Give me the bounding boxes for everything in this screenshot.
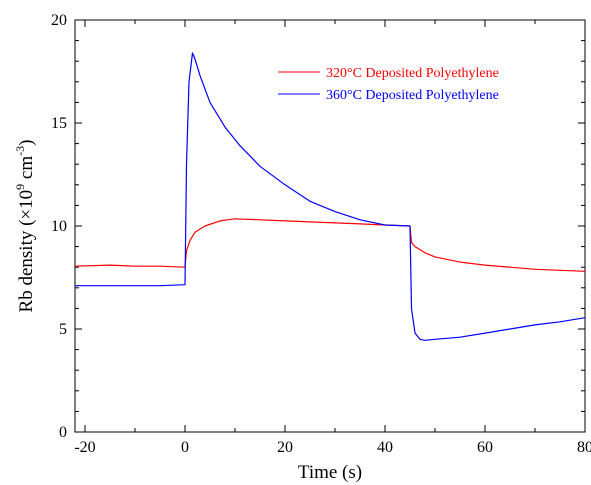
- y-tick-label: 20: [51, 12, 67, 29]
- y-axis-title-suffix: ): [16, 140, 37, 146]
- legend-label-360: 360°C Deposited Polyethylene: [326, 88, 499, 103]
- y-tick-label: 10: [51, 218, 67, 235]
- y-axis-title: Rb density (×109 cm-3): [13, 140, 37, 313]
- y-axis-ticks: 0 5 10 15 20: [51, 12, 585, 441]
- plot-frame: [74, 19, 586, 433]
- y-axis-title-mid: cm: [16, 156, 37, 184]
- x-tick-label: 40: [377, 439, 393, 456]
- series-line-2: [75, 52, 586, 341]
- legend-label-320: 320°C Deposited Polyethylene: [326, 66, 499, 81]
- y-tick-label: 5: [59, 321, 67, 338]
- y-axis-title-prefix: Rb density (×10: [16, 190, 37, 313]
- y-tick-label: 15: [51, 115, 67, 132]
- plot-area: -20 0 20 40 60 80 0 5 10 15 20: [51, 12, 591, 456]
- x-axis-title: Time (s): [298, 462, 362, 483]
- x-tick-label: 60: [477, 439, 493, 456]
- x-tick-label: 20: [277, 439, 293, 456]
- series-layer: [74, 52, 586, 341]
- y-axis-title-exp1: 9: [13, 184, 27, 190]
- x-tick-label: 80: [577, 439, 591, 456]
- legend: 320°C Deposited Polyethylene 360°C Depos…: [278, 66, 499, 103]
- y-tick-label: 0: [59, 424, 67, 441]
- series-line-1: [74, 218, 586, 272]
- x-tick-label: -20: [74, 439, 95, 456]
- x-tick-label: 0: [181, 439, 189, 456]
- x-axis-ticks: -20 0 20 40 60 80: [74, 20, 591, 456]
- y-axis-title-exp2: -3: [13, 146, 27, 156]
